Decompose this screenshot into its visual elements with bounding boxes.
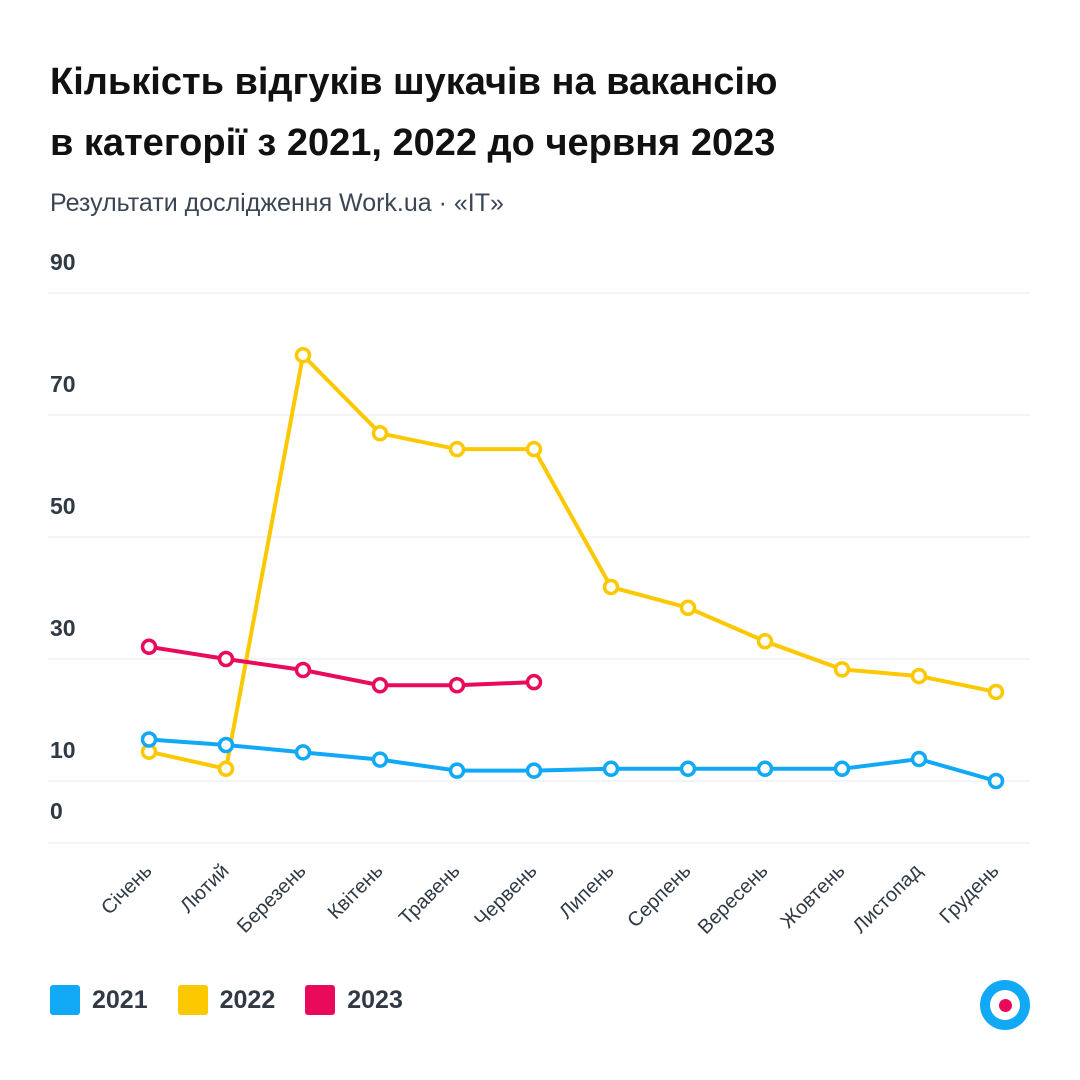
point-2023-6 <box>525 673 543 691</box>
chart-subtitle: Результати дослідження Work.ua · «IT» <box>50 189 504 217</box>
x-category-label-1: Січень <box>97 860 156 919</box>
point-2021-5 <box>448 762 466 779</box>
point-2021-10 <box>833 760 851 778</box>
point-2021-12 <box>987 772 1005 790</box>
x-category-label-6: Червень <box>470 860 541 931</box>
point-2021-2 <box>217 736 235 754</box>
legend-label-2022: 2022 <box>219 985 276 1014</box>
x-category-label-7: Липень <box>555 860 618 923</box>
logo-ring <box>990 990 1020 1020</box>
legend-item-2022: 2022 <box>177 985 276 1015</box>
series-2021 <box>140 731 1005 790</box>
point-2022-3 <box>294 346 312 364</box>
legend-item-2021: 2021 <box>50 985 148 1015</box>
point-2021-7 <box>602 760 620 778</box>
point-2021-3 <box>294 744 312 761</box>
x-category-label-3: Березень <box>233 860 310 937</box>
x-category-label-9: Вересень <box>694 860 773 939</box>
x-category-label-8: Серпень <box>623 860 695 932</box>
legend-item-2023: 2023 <box>305 985 403 1015</box>
series-lines <box>140 346 1005 790</box>
y-tick-label-50: 50 <box>50 493 76 519</box>
point-2022-12 <box>987 683 1005 701</box>
y-axis-ticks: 90 70 50 30 10 0 <box>50 249 76 824</box>
x-category-label-10: Жовтень <box>777 860 850 933</box>
legend: 2021 2022 2023 <box>50 985 433 1015</box>
grid-lines <box>48 292 1030 844</box>
point-2023-5 <box>448 676 466 694</box>
y-tick-label-30: 30 <box>50 615 76 641</box>
point-2022-11 <box>910 667 928 685</box>
x-category-label-2: Лютий <box>176 860 233 917</box>
point-2021-8 <box>679 760 697 778</box>
legend-label-2021: 2021 <box>92 985 148 1014</box>
point-2022-9 <box>756 633 774 650</box>
point-2023-2 <box>217 650 235 668</box>
series-2023 <box>140 638 543 694</box>
point-2022-5 <box>448 440 466 458</box>
x-category-label-12: Грудень <box>936 860 1004 928</box>
series-line-2021 <box>147 737 998 783</box>
point-2021-9 <box>756 760 774 778</box>
series-line-2022 <box>147 353 998 771</box>
point-2023-3 <box>294 661 312 679</box>
point-2023-4 <box>371 676 389 694</box>
chart-title-line-1: Кількість відгуків шукачів на вакансію <box>50 61 778 103</box>
y-tick-label-90: 90 <box>50 249 76 275</box>
chart-title: Кількість відгуків шукачів на вакансію в… <box>50 52 1030 174</box>
point-2023-1 <box>140 638 158 656</box>
y-tick-label-70: 70 <box>50 371 76 397</box>
point-2022-7 <box>602 578 620 596</box>
point-2021-6 <box>525 762 543 779</box>
point-2021-1 <box>140 731 158 748</box>
legend-label-2023: 2023 <box>347 985 403 1014</box>
point-2021-4 <box>371 751 389 768</box>
legend-swatch-2023 <box>305 985 336 1015</box>
series-2022 <box>140 346 1005 778</box>
series-line-2023 <box>147 644 536 688</box>
point-2022-4 <box>371 425 389 442</box>
point-2021-11 <box>910 750 928 768</box>
point-2022-8 <box>679 599 697 617</box>
legend-swatch-2022 <box>177 985 208 1015</box>
work-ua-logo-icon <box>980 980 1030 1030</box>
point-2022-2 <box>217 760 235 778</box>
point-2022-10 <box>833 661 851 678</box>
x-axis-categories: Січень Лютий Березень Квітень Травень Червень… <box>97 860 1003 939</box>
y-tick-label-0: 0 <box>50 798 63 824</box>
y-tick-label-10: 10 <box>50 737 76 763</box>
x-category-label-11: Листопад <box>849 860 927 938</box>
point-2022-6 <box>525 440 543 458</box>
logo-dot <box>998 998 1012 1012</box>
chart-title-line-2: в категорії з 2021, 2022 до червня 2023 <box>50 122 776 164</box>
x-category-label-5: Травень <box>395 860 465 930</box>
legend-swatch-2021 <box>50 985 80 1015</box>
x-category-label-4: Квітень <box>324 860 388 924</box>
